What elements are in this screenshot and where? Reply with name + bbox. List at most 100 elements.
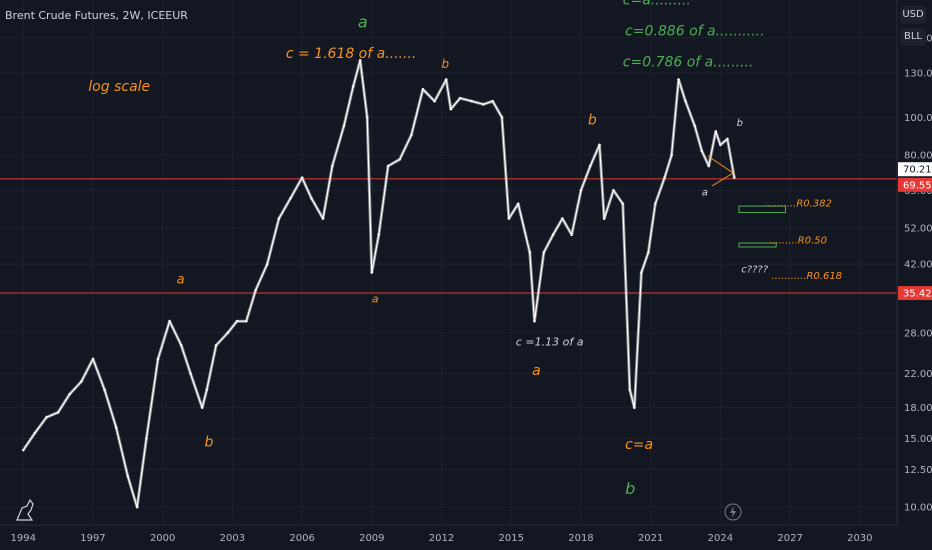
price-point xyxy=(700,149,703,153)
price-labels: 70.21 69.55 35.42 xyxy=(898,162,932,301)
price-point xyxy=(654,202,657,206)
x-tick-label: 2009 xyxy=(359,533,384,544)
price-line xyxy=(22,59,735,508)
price-point xyxy=(500,116,504,119)
triangle-line xyxy=(707,155,734,187)
price-point xyxy=(670,153,673,157)
y-tick-label: 18.00 xyxy=(904,403,932,414)
price-point xyxy=(602,217,606,220)
price-point xyxy=(726,137,729,141)
wave-label: b xyxy=(737,118,743,129)
price-point xyxy=(410,133,413,137)
price-point xyxy=(352,85,355,88)
replay-button[interactable] xyxy=(724,503,742,521)
chart-grid xyxy=(0,0,897,525)
x-tick-label: 2027 xyxy=(777,533,802,544)
x-tick-label: 2012 xyxy=(429,533,454,544)
price-point xyxy=(189,372,192,375)
price-point xyxy=(421,88,425,91)
price-point xyxy=(684,100,687,103)
price-point xyxy=(145,437,148,440)
triangle-pattern xyxy=(707,155,734,187)
price-point xyxy=(579,189,583,192)
wave-label: ..........R0.382 xyxy=(765,199,832,210)
wave-label: a xyxy=(372,292,379,305)
price-point xyxy=(103,388,106,392)
chart-title: Brent Crude Futures, 2W, ICEEUR xyxy=(5,9,188,22)
y-tick-label: 10.00 xyxy=(904,503,932,514)
price-point xyxy=(693,124,697,128)
wave-label: a xyxy=(177,272,185,287)
wave-annotations: log scale a c = 1.618 of a....... b a a b c =1.… xyxy=(88,0,842,498)
wave-label: c =1.13 of a xyxy=(516,335,584,348)
price-point xyxy=(80,380,83,383)
price-point xyxy=(398,158,401,161)
price-point xyxy=(458,96,462,100)
y-tick-label: 22.00 xyxy=(904,369,932,380)
x-tick-label: 1994 xyxy=(11,533,36,544)
price-point xyxy=(45,416,48,419)
price-point xyxy=(449,107,453,111)
price-point xyxy=(114,426,118,429)
wave-label: c=0.786 of a......... xyxy=(623,55,754,71)
price-point xyxy=(370,271,374,274)
price-point xyxy=(470,100,473,103)
price-point xyxy=(707,164,710,168)
price-point xyxy=(507,217,511,220)
price-point xyxy=(612,189,615,192)
price-point xyxy=(310,197,313,200)
price-point xyxy=(91,357,95,361)
price-point xyxy=(598,143,601,147)
x-tick-label: 1997 xyxy=(80,533,105,544)
fib-box xyxy=(738,242,777,248)
price-label: 70.21 xyxy=(903,165,932,176)
price-point xyxy=(135,505,139,509)
price-point xyxy=(570,233,573,236)
price-point xyxy=(633,406,636,409)
price-point xyxy=(168,319,171,323)
price-point xyxy=(214,344,218,347)
price-series xyxy=(21,58,736,509)
price-point xyxy=(640,271,643,274)
price-point xyxy=(386,164,390,168)
currency-button[interactable]: USD xyxy=(900,6,926,24)
price-point xyxy=(517,202,520,206)
unit-button[interactable]: BLL xyxy=(900,28,926,46)
price-point xyxy=(226,331,229,335)
price-point xyxy=(663,176,666,179)
wave-label: ...........R0.618 xyxy=(772,271,843,282)
dino-icon xyxy=(16,498,34,521)
price-label: 69.55 xyxy=(903,180,932,191)
price-point xyxy=(277,217,281,220)
wave-label: c = 1.618 of a....... xyxy=(286,46,417,62)
price-point xyxy=(126,475,130,478)
y-tick-label: 28.00 xyxy=(904,328,932,339)
wave-label: a xyxy=(532,363,541,379)
wave-label: c=a......... xyxy=(623,0,691,8)
x-tick-label: 2024 xyxy=(708,533,733,544)
price-point xyxy=(647,251,650,254)
wave-label: a xyxy=(358,13,368,32)
price-point xyxy=(289,197,292,200)
price-point xyxy=(205,388,209,392)
price-point xyxy=(542,251,545,254)
price-point xyxy=(533,319,536,323)
wave-label: log scale xyxy=(88,79,150,95)
price-point xyxy=(444,78,448,81)
price-label-box xyxy=(898,177,932,192)
price-point xyxy=(321,217,325,220)
y-tick-label: 100.00 xyxy=(904,113,932,124)
time-axis[interactable]: 1994 1997 2000 2003 2006 2009 2012 2015 2018 2021… xyxy=(11,533,873,544)
price-point xyxy=(491,100,494,103)
bolt-icon xyxy=(730,506,736,518)
price-point xyxy=(589,164,592,168)
wave-label: b xyxy=(625,479,635,498)
wave-label: b xyxy=(442,57,450,71)
price-point xyxy=(528,251,532,254)
price-point xyxy=(56,411,60,414)
price-point xyxy=(235,319,239,323)
x-tick-label: 2000 xyxy=(150,533,175,544)
tradingview-logo[interactable] xyxy=(16,498,34,521)
price-point xyxy=(433,100,436,103)
